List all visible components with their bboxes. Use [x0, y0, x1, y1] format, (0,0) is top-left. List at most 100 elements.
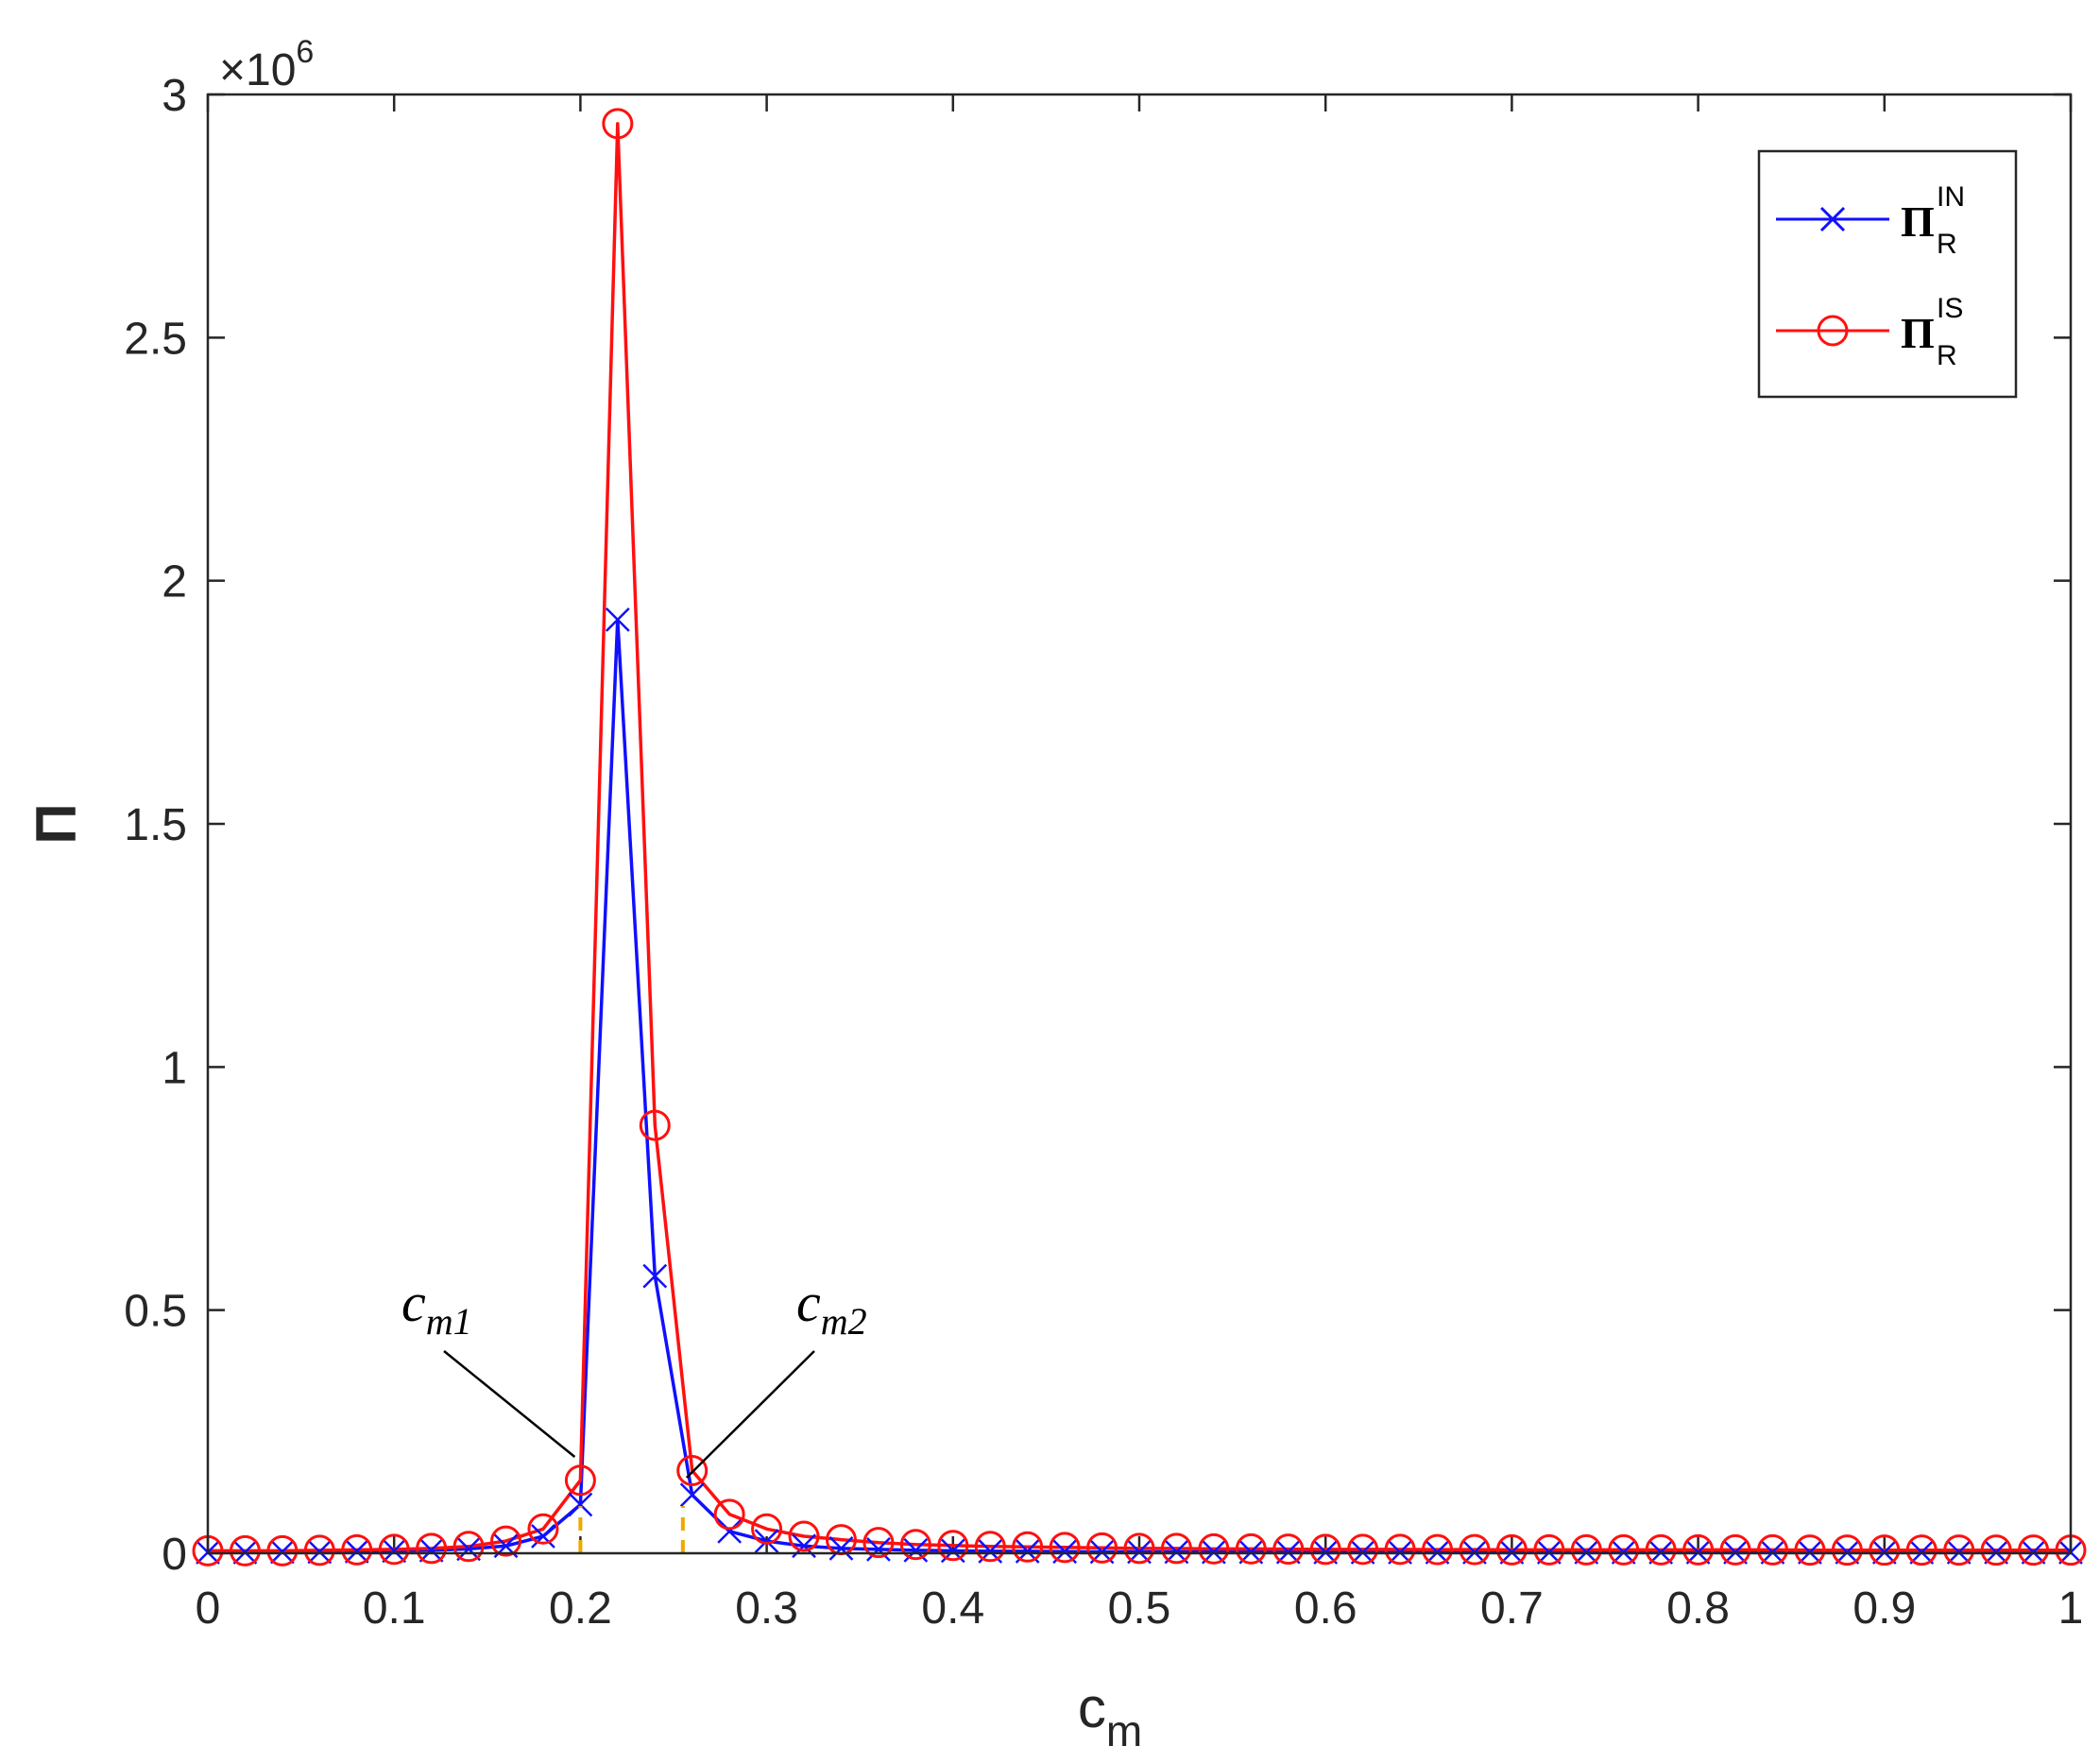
data-point-o [527, 1513, 559, 1545]
data-point-x [456, 1536, 481, 1562]
y-multiplier-exponent: 6 [296, 34, 314, 70]
legend-entry-is: Π IS R [1776, 293, 1963, 371]
data-point-x [344, 1539, 369, 1564]
data-point-o [416, 1532, 448, 1565]
legend-box [1757, 149, 2018, 399]
data-point-o [266, 1534, 299, 1566]
y-tick-label: 2.5 [124, 314, 187, 364]
legend-label-in: Π [1901, 197, 1935, 246]
data-point-o [1422, 1533, 1454, 1566]
data-point-x [382, 1538, 407, 1564]
data-point-x [642, 1263, 668, 1289]
data-point-o [1160, 1532, 1192, 1565]
data-point-o [1943, 1534, 1975, 1566]
y-tick-label: 1 [162, 1043, 187, 1093]
x-tick-label: 0.6 [1294, 1583, 1357, 1634]
data-point-o [564, 1464, 596, 1497]
data-point-x [828, 1535, 854, 1561]
annotation-cm2-label: cm2 [796, 1272, 867, 1343]
x-tick-label: 0 [196, 1583, 221, 1634]
data-point-o [1495, 1533, 1528, 1566]
plot-frame [206, 93, 2073, 1555]
legend-entry-in: Π IN R [1776, 181, 1965, 260]
data-point-o [1049, 1532, 1081, 1564]
x-tick-label: 0.9 [1852, 1583, 1916, 1634]
x-tick-label: 1 [2058, 1583, 2084, 1634]
x-tick-label: 0.7 [1480, 1583, 1544, 1634]
legend-sub-is: R [1937, 340, 1957, 371]
data-point-o [751, 1513, 783, 1545]
annotation-lines [443, 1350, 815, 1553]
data-point-o [862, 1527, 895, 1559]
cm1-leader-line [443, 1350, 576, 1458]
data-point-o [937, 1530, 969, 1562]
y-tick-label: 2 [162, 557, 187, 608]
data-point-o [1645, 1533, 1677, 1566]
y-tick-label: 0 [162, 1530, 187, 1580]
annotation-cm1-label: cm1 [401, 1272, 472, 1343]
data-point-o [1533, 1533, 1565, 1566]
y-axis-label: Π [25, 803, 88, 844]
data-point-x [754, 1529, 779, 1554]
data-point-o [1384, 1533, 1416, 1566]
data-point-o [639, 1109, 671, 1141]
data-point-o [1347, 1533, 1379, 1566]
y-multiplier: ×106 [219, 34, 314, 95]
data-point-o [1608, 1533, 1640, 1566]
data-point-o [452, 1531, 485, 1563]
y-tick-label: 1.5 [124, 800, 187, 850]
x-tick-label: 0.8 [1666, 1583, 1730, 1634]
cm2-leader-line [685, 1350, 815, 1479]
data-point-o [490, 1525, 522, 1557]
data-point-o [1756, 1533, 1788, 1566]
legend: Π IN R Π IS R [1757, 149, 2018, 399]
data-point-o [899, 1529, 931, 1561]
data-point-o [341, 1533, 373, 1566]
annotation-cm2-subscript: m2 [821, 1300, 867, 1343]
data-point-o [1235, 1532, 1267, 1565]
legend-label-is: Π [1901, 309, 1935, 357]
data-point-x [418, 1538, 444, 1563]
data-point-o [1719, 1533, 1751, 1566]
data-point-o [1309, 1533, 1341, 1566]
data-point-x [717, 1518, 743, 1544]
data-point-x [568, 1492, 593, 1517]
legend-sub-in: R [1937, 229, 1957, 260]
data-point-o [1869, 1534, 1901, 1566]
data-point-o [1272, 1533, 1305, 1566]
data-point-o [1459, 1533, 1491, 1566]
legend-sup-is: IS [1937, 293, 1963, 324]
data-point-o [1682, 1533, 1715, 1566]
annotation-cm1-subscript: m1 [426, 1300, 472, 1343]
x-tick-label: 0.3 [735, 1583, 798, 1634]
data-point-o [303, 1534, 335, 1566]
y-tick-label: 0.5 [124, 1287, 187, 1337]
data-point-x [307, 1539, 333, 1565]
data-point-x [269, 1539, 295, 1565]
data-point-o [974, 1531, 1006, 1563]
legend-x-marker [1819, 206, 1846, 232]
data-point-x [679, 1482, 705, 1508]
data-point-o [788, 1520, 820, 1552]
annotation-cm2: cm2 [796, 1272, 867, 1343]
data-point-o [1905, 1534, 1938, 1566]
data-point-o [1123, 1532, 1155, 1565]
legend-o-marker [1817, 315, 1849, 347]
data-point-o [2018, 1534, 2050, 1566]
annotation-cm1: cm1 [401, 1272, 472, 1343]
data-point-o [713, 1498, 745, 1531]
data-point-o [676, 1455, 709, 1487]
legend-sup-in: IN [1937, 181, 1965, 213]
x-tick-label: 0.1 [363, 1583, 426, 1634]
data-point-x [605, 607, 630, 632]
y-tick-label: 3 [162, 71, 187, 121]
y-tick-labels: 0 0.5 1 1.5 2 2.5 3 [124, 71, 187, 1580]
x-tick-label: 0.5 [1108, 1583, 1171, 1634]
data-point-o [378, 1533, 410, 1566]
data-point-o [229, 1534, 261, 1566]
data-point-o [602, 108, 634, 140]
x-axis-label: cm [1078, 1676, 1142, 1755]
data-point-o [1570, 1533, 1602, 1566]
data-point-x [531, 1524, 555, 1549]
